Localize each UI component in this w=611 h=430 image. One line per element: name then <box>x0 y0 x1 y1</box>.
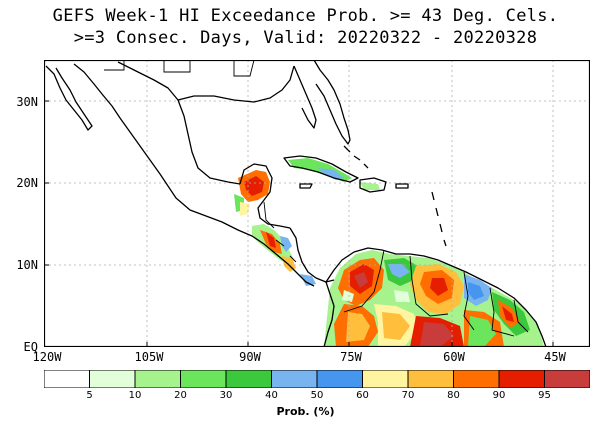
lat-label-10n: 10N <box>16 258 38 272</box>
colorbar-tick-label: 90 <box>492 390 506 401</box>
map-frame <box>44 60 590 347</box>
colorbar-tick-label: 50 <box>310 390 324 401</box>
colorbar-tick-label: 20 <box>174 390 187 401</box>
colorbar-swatch <box>89 370 136 388</box>
colorbar <box>44 370 590 388</box>
colorbar-swatch <box>362 370 409 388</box>
colorbar-tick-label: 60 <box>356 390 369 401</box>
graticule <box>44 60 590 347</box>
colorbar-swatch <box>498 370 545 388</box>
lon-label-45w: 45W <box>544 350 566 364</box>
axis-ticks <box>44 100 554 347</box>
colorbar-swatch <box>453 370 500 388</box>
lat-label-30n: 30N <box>16 95 38 109</box>
colorbar-tick-label: 5 <box>86 390 93 401</box>
lon-label-75w: 75W <box>340 350 362 364</box>
lon-label-120w: 120W <box>32 350 62 364</box>
colorbar-tick-label: 40 <box>265 390 278 401</box>
lon-label-60w: 60W <box>443 350 465 364</box>
lon-label-90w: 90W <box>239 350 261 364</box>
colorbar-swatch <box>271 370 318 388</box>
lat-label-eq: EQ <box>23 340 38 354</box>
colorbar-swatch <box>44 370 90 388</box>
colorbar-label: Prob. (%) <box>276 405 335 418</box>
colorbar-tick-label: 30 <box>219 390 233 401</box>
title-line-1: GEFS Week-1 HI Exceedance Prob. >= 43 De… <box>52 6 559 26</box>
colorbar-swatch <box>316 370 363 388</box>
title-line-2: >=3 Consec. Days, Valid: 20220322 - 2022… <box>73 28 538 48</box>
coastlines <box>45 60 547 347</box>
lon-label-105w: 105W <box>134 350 164 364</box>
colorbar-swatch <box>134 370 181 388</box>
colorbar-swatch <box>180 370 227 388</box>
country-borders <box>104 60 529 337</box>
colorbar-tick-label: 95 <box>538 390 551 401</box>
colorbar-swatch <box>407 370 454 388</box>
colorbar-tick-label: 10 <box>128 390 142 401</box>
colorbar-swatch <box>225 370 272 388</box>
lat-label-20n: 20N <box>16 176 38 190</box>
colorbar-tick-label: 80 <box>447 390 460 401</box>
map-panel <box>44 60 590 347</box>
colorbar-tick-label: 70 <box>401 390 415 401</box>
colorbar-swatch <box>544 370 590 388</box>
